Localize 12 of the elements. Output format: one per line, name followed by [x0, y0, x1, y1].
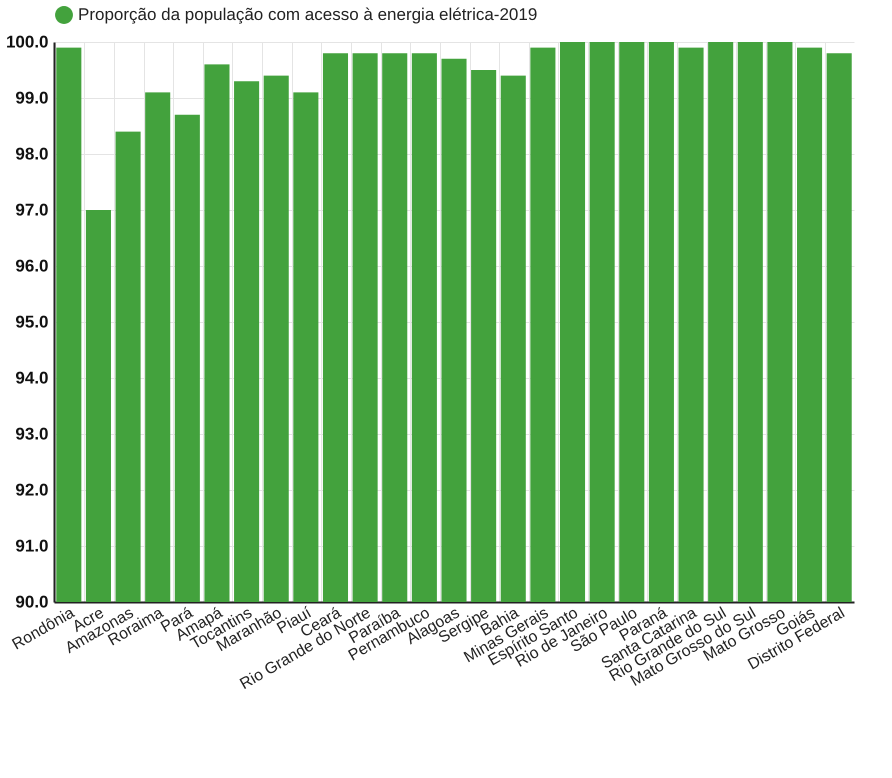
y-tick-label: 91.0 — [15, 536, 48, 556]
y-tick-label: 90.0 — [15, 592, 48, 612]
y-tick-label: 97.0 — [15, 200, 48, 220]
y-tick-label: 95.0 — [15, 312, 48, 332]
y-tick-label: 92.0 — [15, 480, 48, 500]
y-tick-label: 100.0 — [6, 32, 48, 52]
y-tick-label: 99.0 — [15, 88, 48, 108]
legend-label: Proporção da população com acesso à energia elétrica-2019 — [78, 5, 538, 24]
y-tick-label: 98.0 — [15, 144, 48, 164]
y-tick-label: 94.0 — [15, 368, 48, 388]
y-tick-label: 96.0 — [15, 256, 48, 276]
y-tick-label: 93.0 — [15, 424, 48, 444]
